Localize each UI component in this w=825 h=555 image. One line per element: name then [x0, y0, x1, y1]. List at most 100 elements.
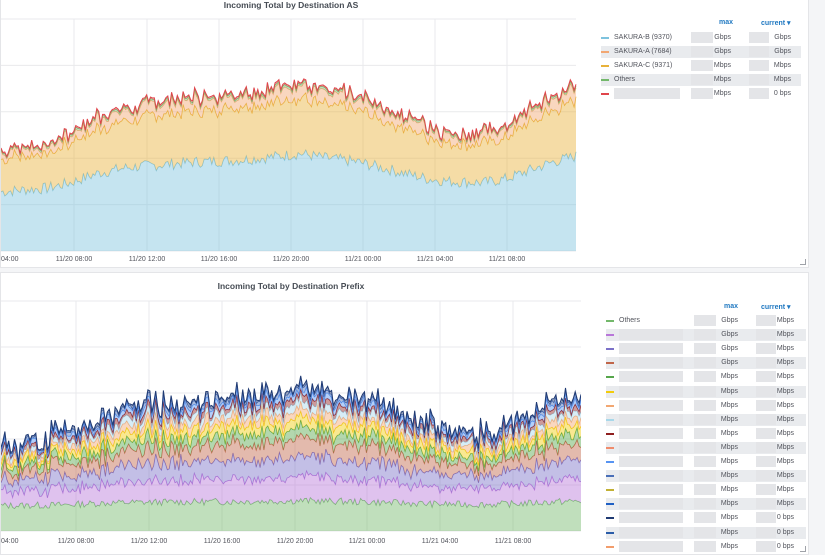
legend-row[interactable]: SAKURA-A (7684) Gbps Gbps — [601, 46, 801, 60]
stacked-area-chart[interactable]: 04:00 11/20 08:00 11/20 12:00 11/20 16:00 11… — [1, 0, 581, 268]
series-color-swatch[interactable] — [606, 432, 614, 435]
legend-row[interactable]: Mbps Mbps — [606, 385, 806, 400]
resize-handle[interactable] — [800, 259, 806, 265]
legend-row[interactable]: Mbps 0 bps — [601, 88, 801, 102]
legend-max-value: Mbps — [720, 528, 738, 536]
series-color-swatch[interactable] — [606, 545, 614, 548]
legend-current-value: 0 bps — [776, 514, 794, 522]
series-line[interactable] — [1, 419, 581, 476]
panel-title[interactable]: Incoming Total by Destination AS — [223, 0, 359, 10]
series-color-swatch[interactable] — [601, 93, 609, 95]
series-line[interactable] — [1, 469, 581, 500]
series-color-swatch[interactable] — [606, 404, 614, 407]
series-area[interactable] — [1, 80, 576, 159]
redacted-name — [619, 343, 683, 355]
legend-row[interactable]: Mbps 0 bps — [606, 526, 806, 541]
series-color-swatch[interactable] — [606, 390, 614, 393]
legend-row[interactable]: Mbps Mbps — [606, 427, 806, 442]
redacted-value — [749, 60, 769, 71]
graph-area[interactable]: 04:00 11/20 08:00 11/20 12:00 11/20 16:00 11… — [1, 0, 581, 268]
legend-row[interactable]: Mbps 0 bps — [606, 512, 806, 526]
legend-row[interactable]: Mbps Mbps — [606, 484, 806, 498]
series-line[interactable] — [1, 78, 577, 158]
legend-row[interactable]: Mbps Mbps — [606, 498, 806, 512]
series-line[interactable] — [1, 148, 577, 198]
series-color-swatch[interactable] — [606, 475, 614, 478]
legend-max-value: Mbps — [720, 387, 738, 395]
series-name[interactable]: SAKURA-C (9371) — [614, 62, 673, 69]
series-area[interactable] — [1, 149, 576, 251]
series-line[interactable] — [1, 432, 581, 481]
series-color-swatch[interactable] — [606, 489, 614, 492]
legend-max-value: Mbps — [720, 373, 738, 381]
legend-row[interactable]: Mbps Mbps — [606, 456, 806, 470]
series-color-swatch[interactable] — [606, 376, 614, 379]
series-color-swatch[interactable] — [606, 334, 614, 337]
legend-row[interactable]: Mbps 0 bps — [606, 540, 806, 554]
panel-title[interactable]: Incoming Total by Destination Prefix — [217, 281, 365, 291]
series-area[interactable] — [1, 82, 576, 164]
series-area[interactable] — [1, 411, 581, 476]
series-color-swatch[interactable] — [606, 348, 614, 351]
series-color-swatch[interactable] — [606, 461, 614, 463]
series-name[interactable]: Others — [619, 317, 641, 324]
series-color-swatch[interactable] — [606, 362, 614, 365]
series-line[interactable] — [1, 392, 581, 469]
legend-row[interactable]: SAKURA-C (9371) Mbps Mbps — [601, 60, 801, 74]
stacked-area-chart[interactable]: 04:00 11/20 08:00 11/20 12:00 11/20 16:00 11… — [1, 273, 581, 555]
series-color-swatch[interactable] — [601, 51, 609, 53]
legend-current-value: Mbps — [776, 317, 794, 324]
series-color-swatch[interactable] — [606, 517, 614, 520]
series-color-swatch[interactable] — [606, 320, 614, 322]
legend-header-current[interactable]: current ▾ — [761, 20, 791, 27]
series-line[interactable] — [1, 382, 581, 467]
series-area[interactable] — [1, 78, 576, 158]
legend-row[interactable]: Gbps Mbps — [606, 343, 806, 357]
series-color-swatch[interactable] — [606, 503, 614, 506]
legend-row[interactable]: Mbps Mbps — [606, 413, 806, 428]
legend-row[interactable]: Gbps Mbps — [606, 357, 806, 371]
redacted-value — [694, 357, 716, 369]
legend-header-max[interactable]: max — [719, 19, 734, 26]
series-area[interactable] — [1, 449, 581, 498]
series-line[interactable] — [1, 387, 581, 468]
redacted-value — [694, 470, 716, 482]
series-name[interactable]: SAKURA-A (7684) — [614, 48, 672, 55]
legend-row[interactable]: SAKURA-B (9370) Gbps Gbps — [601, 32, 801, 46]
redacted-value — [756, 385, 776, 397]
legend-header-max[interactable]: max — [724, 303, 739, 310]
resize-handle[interactable] — [800, 546, 806, 552]
redacted-value — [756, 498, 776, 510]
legend-max-value: Mbps — [720, 542, 738, 550]
series-area[interactable] — [1, 401, 581, 474]
legend-row[interactable]: Others Gbps Mbps — [606, 315, 806, 329]
series-color-swatch[interactable] — [601, 37, 609, 39]
series-line[interactable] — [1, 91, 577, 165]
series-color-swatch[interactable] — [601, 79, 609, 81]
series-line[interactable] — [1, 375, 581, 464]
series-line[interactable] — [1, 409, 581, 474]
legend-row[interactable]: Mbps Mbps — [606, 470, 806, 484]
series-name[interactable]: Others — [614, 76, 636, 83]
series-area[interactable] — [1, 470, 581, 509]
series-line[interactable] — [1, 496, 581, 510]
series-area[interactable] — [1, 92, 576, 196]
series-line[interactable] — [1, 448, 581, 488]
legend-row[interactable]: Mbps Mbps — [606, 399, 806, 414]
series-area[interactable] — [1, 497, 581, 531]
series-color-swatch[interactable] — [606, 418, 614, 421]
legend-row[interactable]: Mbps Mbps — [606, 441, 806, 456]
legend-row[interactable]: Others Mbps Mbps — [601, 74, 801, 88]
series-name[interactable]: SAKURA-B (9370) — [614, 34, 672, 41]
series-color-swatch[interactable] — [606, 531, 614, 534]
series-color-swatch[interactable] — [606, 446, 614, 449]
legend-row[interactable]: Mbps Mbps — [606, 371, 806, 385]
series-line[interactable] — [1, 378, 581, 465]
series-color-swatch[interactable] — [601, 65, 609, 67]
legend-max-value: Gbps — [721, 331, 738, 339]
series-line[interactable] — [1, 400, 581, 472]
legend-row[interactable]: Gbps Mbps — [606, 329, 806, 343]
legend-header-current[interactable]: current ▾ — [761, 304, 791, 311]
redacted-name — [619, 526, 683, 538]
graph-area[interactable]: 04:00 11/20 08:00 11/20 12:00 11/20 16:00 11… — [1, 273, 581, 555]
